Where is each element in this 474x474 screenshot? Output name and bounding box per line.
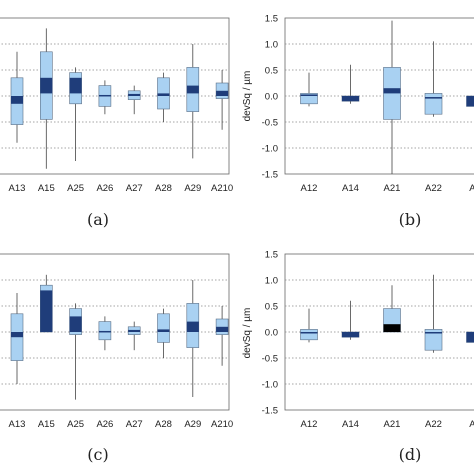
xtick-c-3: A26 <box>96 419 113 430</box>
box-median-a-4 <box>128 93 141 96</box>
box-median-a-6 <box>186 85 199 94</box>
caption-a: (a) <box>87 210 109 229</box>
ytick-b-2: 0.5 <box>265 66 278 77</box>
xtick-a-0: A13 <box>9 183 26 194</box>
box-median-c-1 <box>40 290 53 332</box>
caption-c: (c) <box>87 445 108 464</box>
xtick-b-2: A21 <box>384 183 401 194</box>
box-median-d-2 <box>383 324 401 332</box>
box-median-c-3 <box>98 330 111 333</box>
box-median-c-0 <box>11 332 23 338</box>
xtick-a-4: A27 <box>126 183 143 194</box>
box-iqr-b-2 <box>383 67 401 120</box>
box-median-c-2 <box>69 316 82 332</box>
ylabel-b: devSq / µm <box>242 71 253 122</box>
plot-frame-c <box>0 253 230 411</box>
xtick-a-5: A28 <box>155 183 172 194</box>
xtick-d-2: A21 <box>384 419 401 430</box>
xtick-a-2: A25 <box>67 183 84 194</box>
box-median-a-0 <box>11 96 23 104</box>
box-median-d-3 <box>425 332 442 334</box>
ytick-b-1: 1.0 <box>265 40 278 51</box>
box-iqr-b-3 <box>424 93 443 115</box>
ytick-b-0: 1.5 <box>265 14 278 25</box>
box-median-d-4 <box>466 332 474 343</box>
ylabel-d: devSq / µm <box>242 308 253 359</box>
xtick-c-0: A13 <box>9 419 26 430</box>
box-iqr-c-5 <box>157 313 170 343</box>
caption-d: (d) <box>399 445 422 464</box>
box-median-a-3 <box>98 94 111 97</box>
plot-frame-a <box>0 17 230 175</box>
box-iqr-d-0 <box>300 329 318 341</box>
xtick-a-6: A29 <box>184 183 201 194</box>
box-median-c-7 <box>216 326 229 332</box>
ytick-d-6: -1.5 <box>262 406 278 417</box>
ytick-b-6: -1.5 <box>262 170 278 181</box>
box-median-d-1 <box>342 332 359 338</box>
xtick-d-3: A22 <box>425 419 442 430</box>
ytick-b-4: -0.5 <box>262 118 278 129</box>
box-median-b-1 <box>342 96 359 102</box>
xtick-d-1: A14 <box>342 419 359 430</box>
box-median-a-7 <box>216 90 229 96</box>
box-median-b-3 <box>425 97 442 99</box>
box-median-c-6 <box>186 321 199 332</box>
xtick-c-5: A28 <box>155 419 172 430</box>
ytick-d-5: -1.0 <box>262 380 278 391</box>
box-median-d-0 <box>300 332 318 334</box>
box-iqr-d-3 <box>424 329 443 351</box>
xtick-a-3: A26 <box>96 183 113 194</box>
ytick-d-2: 0.5 <box>265 302 278 313</box>
box-median-c-5 <box>157 329 170 332</box>
xtick-a-1: A15 <box>38 183 55 194</box>
xtick-c-1: A15 <box>38 419 55 430</box>
xtick-c-4: A27 <box>126 419 143 430</box>
ytick-b-3: 0.0 <box>265 92 278 103</box>
ytick-d-4: -0.5 <box>262 354 278 365</box>
box-median-b-2 <box>383 88 401 94</box>
box-median-a-2 <box>69 77 82 94</box>
xtick-c-6: A29 <box>184 419 201 430</box>
xtick-b-0: A12 <box>301 183 318 194</box>
box-median-c-4 <box>128 329 141 332</box>
xtick-c-2: A25 <box>67 419 84 430</box>
caption-b: (b) <box>399 210 422 229</box>
ytick-d-0: 1.5 <box>265 250 278 261</box>
box-median-b-0 <box>300 94 318 96</box>
xtick-b-3: A22 <box>425 183 442 194</box>
xtick-c-7: A210 <box>211 419 233 430</box>
box-median-a-1 <box>40 77 53 94</box>
xtick-d-4: A2 <box>469 419 474 430</box>
box-median-b-4 <box>466 96 474 107</box>
xtick-b-1: A14 <box>342 183 359 194</box>
ytick-d-1: 1.0 <box>265 276 278 287</box>
box-iqr-c-3 <box>98 321 112 341</box>
xtick-d-0: A12 <box>301 419 318 430</box>
xtick-a-7: A210 <box>211 183 233 194</box>
box-iqr-b-0 <box>300 93 318 105</box>
ytick-b-5: -1.0 <box>262 144 278 155</box>
xtick-b-4: A2 <box>469 183 474 194</box>
box-median-a-5 <box>157 93 170 96</box>
ytick-d-3: 0.0 <box>265 328 278 339</box>
